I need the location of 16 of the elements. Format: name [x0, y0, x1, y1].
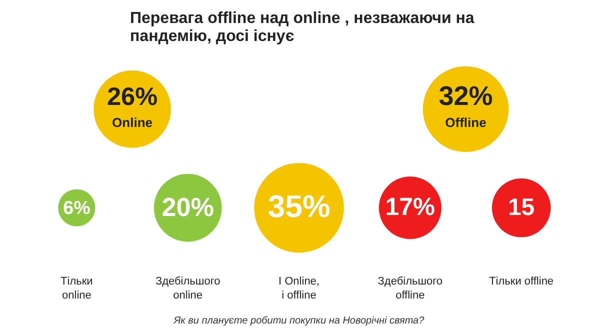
category-label: Здебільшого offline: [378, 275, 443, 302]
text: Перевага offline над online , незважаючи на пандемію, досі існує: [130, 10, 474, 45]
series-label: Offline: [445, 115, 486, 130]
data-label: 20%: [162, 192, 214, 222]
data-label: 17%: [385, 194, 436, 221]
data-label: 6%: [63, 196, 91, 218]
data-label: 32%: [438, 80, 493, 111]
data-label: 35%: [268, 188, 330, 224]
category-label: Здебільшого online: [155, 275, 220, 302]
data-label: 15: [508, 194, 535, 221]
data-label: 26%: [106, 82, 158, 111]
text: Як ви плануєте робити покупки на Новорічні свята?: [172, 316, 425, 327]
series-label: Online: [112, 115, 152, 130]
category-label: Тільки online: [60, 275, 93, 302]
category-label: І Online, і offline: [278, 275, 320, 302]
category-label: Тільки offline: [489, 275, 554, 288]
